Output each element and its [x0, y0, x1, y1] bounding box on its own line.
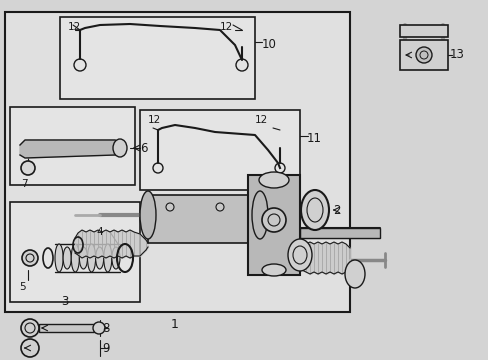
- Bar: [399, 25, 447, 37]
- Ellipse shape: [79, 247, 87, 269]
- Bar: [399, 40, 447, 70]
- Polygon shape: [20, 140, 120, 158]
- Ellipse shape: [251, 191, 267, 239]
- Ellipse shape: [262, 264, 285, 276]
- Ellipse shape: [287, 239, 311, 271]
- Bar: [5, 12, 349, 312]
- Text: 6: 6: [140, 141, 147, 154]
- Circle shape: [165, 203, 174, 211]
- Bar: [140, 110, 299, 190]
- Circle shape: [93, 322, 105, 334]
- Bar: [247, 175, 299, 275]
- Ellipse shape: [96, 247, 103, 269]
- Text: 12: 12: [148, 115, 161, 125]
- Text: 8: 8: [102, 321, 109, 334]
- Ellipse shape: [112, 247, 120, 269]
- Bar: [148, 195, 260, 243]
- Text: 12: 12: [254, 115, 268, 125]
- Ellipse shape: [63, 247, 71, 269]
- Bar: [39, 324, 94, 332]
- Ellipse shape: [140, 191, 156, 239]
- Bar: [299, 228, 379, 238]
- Circle shape: [21, 339, 39, 357]
- Ellipse shape: [103, 244, 112, 272]
- Ellipse shape: [345, 260, 364, 288]
- Bar: [10, 202, 140, 302]
- Text: 10: 10: [262, 38, 276, 51]
- Text: 3: 3: [61, 295, 68, 308]
- Bar: [60, 17, 254, 99]
- Ellipse shape: [301, 190, 328, 230]
- Text: 2: 2: [332, 203, 340, 216]
- Text: 7: 7: [20, 179, 27, 189]
- Ellipse shape: [259, 172, 288, 188]
- Bar: [10, 107, 135, 185]
- Circle shape: [262, 208, 285, 232]
- Text: 4: 4: [97, 227, 103, 237]
- Text: 11: 11: [306, 132, 321, 145]
- Circle shape: [22, 250, 38, 266]
- Text: 9: 9: [102, 342, 109, 355]
- Circle shape: [21, 161, 35, 175]
- Text: 12: 12: [220, 22, 233, 32]
- Ellipse shape: [71, 244, 79, 272]
- Ellipse shape: [87, 244, 96, 272]
- Text: 5: 5: [19, 282, 25, 292]
- Circle shape: [216, 203, 224, 211]
- Text: 12: 12: [68, 22, 81, 32]
- Ellipse shape: [55, 244, 63, 272]
- Text: 13: 13: [449, 49, 464, 62]
- Text: 1: 1: [171, 318, 179, 331]
- Ellipse shape: [113, 139, 127, 157]
- Circle shape: [415, 47, 431, 63]
- Circle shape: [21, 319, 39, 337]
